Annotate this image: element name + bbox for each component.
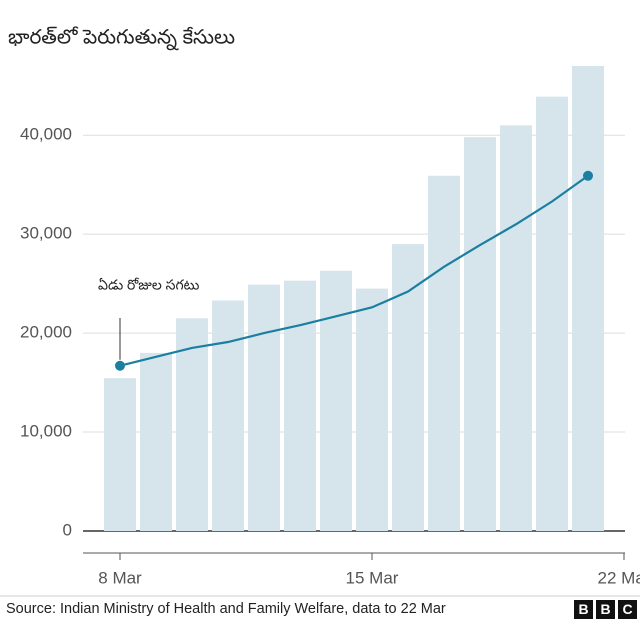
bar: [176, 318, 208, 531]
y-tick-label: 20,000: [20, 323, 72, 342]
bar: [464, 137, 496, 532]
bar: [536, 96, 568, 531]
y-tick-label: 0: [63, 520, 72, 539]
logo-box: [618, 600, 637, 619]
logo-box: [596, 600, 615, 619]
bar: [248, 284, 280, 531]
logo-box: [574, 600, 593, 619]
logo-letter: B: [600, 601, 610, 617]
x-tick-label: 15 Mar: [346, 568, 399, 587]
x-tick-label: 8 Mar: [98, 568, 142, 587]
source: Source: Indian Ministry of Health and Fa…: [6, 601, 446, 617]
bar: [212, 300, 244, 531]
line-point: [583, 170, 593, 181]
bar: [284, 280, 316, 531]
y-tick-label: 40,000: [20, 125, 72, 144]
bar: [500, 125, 532, 531]
chart-title: భారత్‌లో పెరుగుతున్న కేసులు: [8, 26, 235, 50]
bar: [356, 288, 388, 531]
logo-letter: C: [622, 601, 632, 617]
annotation: ఏడు రోజుల సగటు: [98, 277, 199, 293]
bar: [104, 378, 136, 531]
bar: [392, 244, 424, 532]
bar: [140, 352, 172, 531]
x-tick-label: 22 Mar: [598, 568, 640, 587]
y-tick-label: 10,000: [20, 422, 72, 441]
line-point: [115, 360, 125, 371]
bar: [428, 175, 460, 532]
y-tick-label: 30,000: [20, 224, 72, 243]
bar: [572, 65, 604, 532]
logo-letter: B: [578, 601, 588, 617]
bar: [320, 270, 352, 531]
line: [119, 174, 589, 367]
